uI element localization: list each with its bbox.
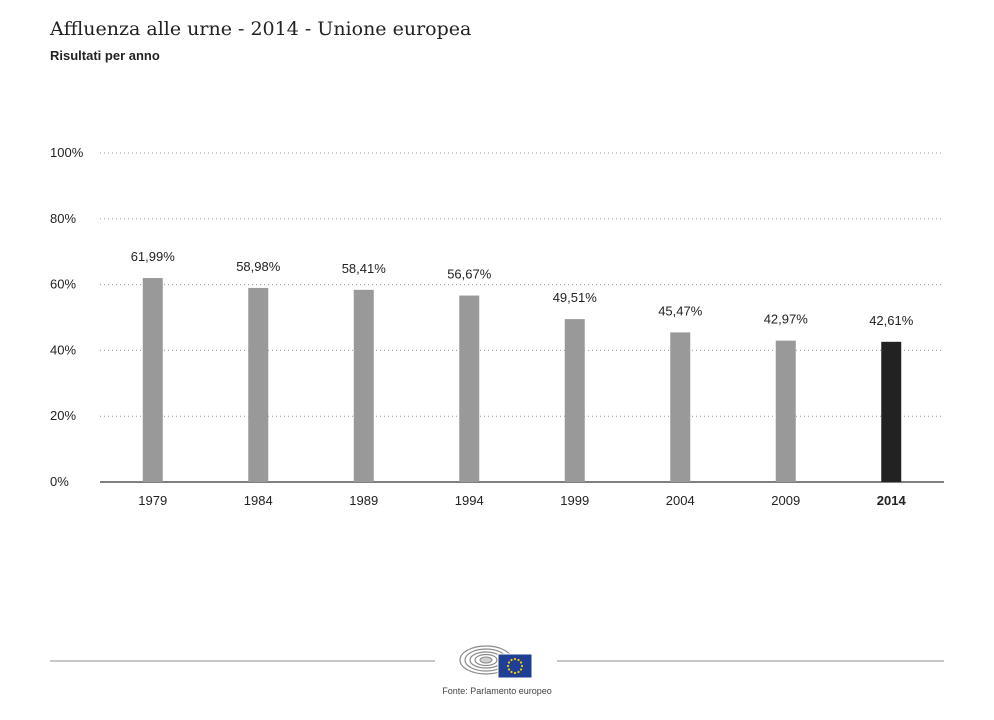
x-tick-label: 2009 xyxy=(771,493,800,508)
bar xyxy=(564,319,585,482)
source-note: Fonte: Parlamento europeo xyxy=(442,686,552,696)
bar xyxy=(142,278,163,482)
bar xyxy=(670,332,691,482)
bar xyxy=(353,289,374,482)
y-tick-label: 100% xyxy=(50,145,84,160)
data-label: 56,67% xyxy=(447,267,492,282)
bar xyxy=(248,287,269,482)
bar xyxy=(459,295,480,482)
footer-divider-right xyxy=(557,660,944,662)
x-tick-label: 2014 xyxy=(877,493,907,508)
chart-title: Affluenza alle urne - 2014 - Unione euro… xyxy=(50,18,472,40)
y-tick-label: 60% xyxy=(50,277,76,292)
footer-divider-left xyxy=(50,660,435,662)
data-label: 42,97% xyxy=(764,312,809,327)
y-tick-label: 0% xyxy=(50,474,69,489)
chart-subtitle: Risultati per anno xyxy=(50,48,160,63)
data-label: 58,41% xyxy=(342,261,387,276)
x-tick-label: 2004 xyxy=(666,493,695,508)
data-label: 49,51% xyxy=(553,290,598,305)
x-tick-label: 1989 xyxy=(349,493,378,508)
european-parliament-logo-icon xyxy=(459,645,533,679)
x-tick-label: 1994 xyxy=(455,493,484,508)
data-label: 61,99% xyxy=(131,249,176,264)
data-label: 58,98% xyxy=(236,259,281,274)
data-label: 45,47% xyxy=(658,303,703,318)
bar-chart: 0% 20% 40% 60% 80% 100% 61,99% 1979 58,98% 1984 58… xyxy=(50,145,944,508)
x-tick-label: 1979 xyxy=(138,493,167,508)
bar xyxy=(775,340,796,482)
x-tick-label: 1984 xyxy=(244,493,273,508)
bar xyxy=(881,341,902,482)
x-tick-label: 1999 xyxy=(560,493,589,508)
y-tick-label: 40% xyxy=(50,342,76,357)
data-label: 42,61% xyxy=(869,313,914,328)
y-tick-label: 20% xyxy=(50,408,76,423)
y-tick-label: 80% xyxy=(50,211,76,226)
